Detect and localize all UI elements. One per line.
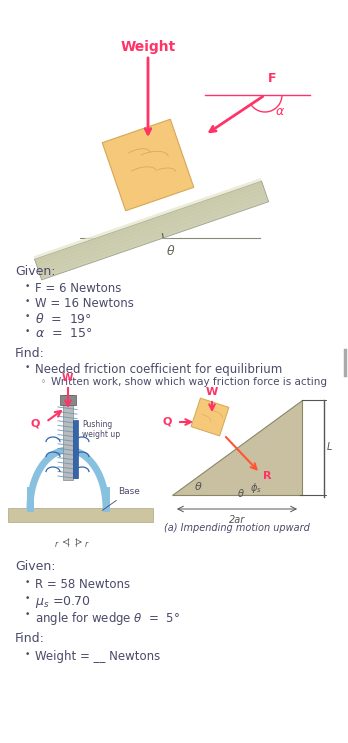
Text: Weight: Weight [120,40,176,54]
Text: r: r [54,540,57,549]
Text: $\alpha$  =  15°: $\alpha$ = 15° [35,327,93,340]
Text: (a) Impending motion upward: (a) Impending motion upward [164,523,310,533]
Polygon shape [40,196,268,276]
Text: ◦: ◦ [41,377,46,386]
Text: F: F [268,72,277,85]
Text: R = 58 Newtons: R = 58 Newtons [35,578,130,591]
Polygon shape [37,187,264,267]
Text: W = 16 Newtons: W = 16 Newtons [35,297,134,310]
Bar [63,395,73,480]
Polygon shape [172,400,302,495]
Bar [60,395,76,405]
Text: •: • [25,297,30,306]
Text: L: L [327,443,332,452]
Text: W: W [206,387,218,397]
Text: F = 6 Newtons: F = 6 Newtons [35,282,121,295]
Bar [8,508,153,522]
Polygon shape [35,184,263,265]
Polygon shape [42,202,269,282]
Text: $\phi_s$: $\phi_s$ [250,481,262,495]
Polygon shape [38,190,266,270]
Text: R: R [263,471,271,481]
Text: Q: Q [163,417,172,427]
Text: $\theta$: $\theta$ [194,480,203,492]
Text: •: • [25,312,30,321]
Polygon shape [41,199,269,279]
Text: Q: Q [31,419,40,429]
Text: $\theta$: $\theta$ [166,244,175,258]
Text: Find:: Find: [15,632,45,645]
Text: W: W [61,373,73,383]
Text: r: r [85,540,88,549]
Text: angle for wedge $\theta$  =  5°: angle for wedge $\theta$ = 5° [35,610,180,627]
Polygon shape [33,178,261,259]
Polygon shape [34,181,269,280]
Text: •: • [25,594,30,603]
Text: $\alpha$: $\alpha$ [275,105,285,118]
Polygon shape [191,398,229,436]
Text: $\theta$: $\theta$ [237,487,245,499]
Text: $\theta$  =  19°: $\theta$ = 19° [35,312,92,326]
Text: 2ar: 2ar [229,515,245,525]
Text: Given:: Given: [15,265,55,278]
Text: Weight = __ Newtons: Weight = __ Newtons [35,650,160,663]
Text: •: • [25,282,30,291]
Polygon shape [34,181,262,262]
Text: Given:: Given: [15,560,55,573]
Text: •: • [25,363,30,372]
Text: Find:: Find: [15,347,45,360]
Polygon shape [102,119,194,211]
Text: •: • [25,650,30,659]
Text: Pushing
weight up: Pushing weight up [82,420,120,439]
Text: $\mu_s$ =0.70: $\mu_s$ =0.70 [35,594,90,610]
Text: •: • [25,578,30,587]
Text: •: • [25,327,30,336]
Bar [73,420,78,478]
Text: Written work, show which way friction force is acting: Written work, show which way friction fo… [51,377,327,387]
Polygon shape [39,193,267,273]
Text: Needed friction coefficient for equilibrium: Needed friction coefficient for equilibr… [35,363,282,376]
Text: •: • [25,610,30,619]
Text: Base: Base [102,487,140,510]
